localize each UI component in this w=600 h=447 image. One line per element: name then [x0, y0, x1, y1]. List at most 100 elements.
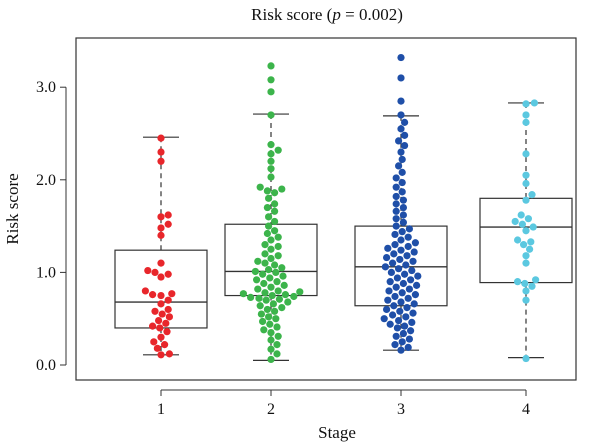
- data-point: [404, 294, 412, 302]
- data-point: [414, 272, 422, 280]
- data-point: [261, 250, 269, 258]
- data-point: [274, 242, 282, 251]
- data-point: [399, 279, 407, 288]
- data-point: [386, 320, 394, 328]
- data-point: [266, 320, 274, 328]
- data-point: [397, 53, 405, 62]
- data-point: [522, 179, 530, 188]
- data-point: [265, 222, 273, 230]
- data-point: [157, 213, 165, 221]
- data-point: [395, 162, 403, 170]
- data-point: [267, 173, 275, 181]
- data-point: [411, 239, 419, 247]
- data-point: [396, 255, 404, 264]
- data-point: [399, 329, 407, 338]
- data-point: [263, 305, 271, 314]
- data-point: [399, 203, 407, 212]
- data-point: [524, 215, 533, 223]
- iqr-box: [479, 197, 573, 284]
- y-axis: 0.0 1.0 2.0 3.0: [36, 79, 67, 374]
- data-point: [267, 283, 275, 291]
- points-stage-3: [380, 53, 422, 354]
- data-point: [278, 303, 286, 312]
- data-point: [411, 291, 419, 299]
- data-point: [256, 183, 264, 191]
- data-point: [274, 287, 282, 295]
- data-point: [401, 270, 409, 278]
- data-point: [280, 281, 288, 289]
- data-point: [381, 263, 389, 271]
- data-point: [168, 290, 176, 298]
- data-point: [402, 261, 410, 269]
- data-point: [257, 310, 265, 318]
- data-point: [530, 99, 539, 107]
- data-point: [164, 296, 172, 304]
- data-point: [254, 285, 262, 293]
- data-point: [156, 324, 164, 332]
- data-point: [157, 231, 165, 239]
- data-point: [380, 315, 388, 323]
- data-point: [401, 322, 409, 330]
- y-tick-label: 3.0: [36, 79, 56, 96]
- data-point: [290, 292, 298, 301]
- data-point: [392, 207, 400, 215]
- y-tick-label: 1.0: [36, 264, 56, 281]
- data-point: [401, 118, 409, 126]
- data-point: [405, 225, 413, 233]
- x-tick-label: 2: [267, 401, 275, 418]
- data-point: [271, 307, 279, 315]
- data-point: [251, 267, 259, 276]
- plot-frame: [75, 37, 577, 381]
- data-point: [247, 293, 255, 301]
- data-point: [272, 315, 280, 323]
- data-point: [263, 203, 271, 212]
- data-point: [522, 296, 530, 304]
- data-point: [397, 97, 405, 105]
- data-point: [253, 276, 261, 284]
- data-point: [522, 354, 530, 363]
- data-point: [255, 294, 263, 302]
- data-point: [529, 223, 537, 231]
- data-point: [273, 350, 281, 358]
- data-point: [527, 238, 535, 246]
- data-point: [397, 246, 405, 254]
- data-point: [260, 326, 268, 334]
- data-point: [390, 250, 398, 258]
- data-point: [268, 291, 276, 300]
- data-point: [273, 341, 281, 349]
- data-point: [390, 302, 398, 310]
- data-point: [413, 281, 421, 289]
- data-point: [263, 229, 271, 238]
- data-point: [392, 174, 400, 182]
- data-point: [261, 289, 269, 297]
- data-point: [392, 183, 400, 191]
- data-point: [157, 259, 165, 267]
- data-point: [397, 236, 405, 244]
- data-point: [392, 200, 400, 208]
- data-point: [398, 228, 406, 236]
- data-point: [271, 207, 279, 215]
- data-point: [141, 287, 149, 295]
- data-point: [403, 303, 411, 312]
- data-point: [392, 332, 400, 340]
- data-point: [265, 213, 273, 221]
- data-point: [398, 155, 406, 164]
- data-point: [261, 259, 269, 267]
- data-point: [278, 185, 286, 193]
- data-point: [267, 165, 275, 173]
- data-point: [262, 296, 270, 304]
- x-tick-label: 1: [157, 401, 165, 418]
- data-point: [522, 100, 530, 108]
- data-point: [397, 148, 405, 156]
- chart-title: Risk score (p = 0.002): [251, 5, 403, 24]
- data-point: [162, 319, 170, 327]
- data-point: [391, 241, 399, 249]
- data-point: [383, 253, 391, 262]
- boxplots: [114, 102, 573, 361]
- data-point: [164, 270, 172, 278]
- data-point: [271, 200, 279, 208]
- data-point: [272, 268, 280, 276]
- data-point: [399, 211, 407, 219]
- data-point: [526, 245, 534, 253]
